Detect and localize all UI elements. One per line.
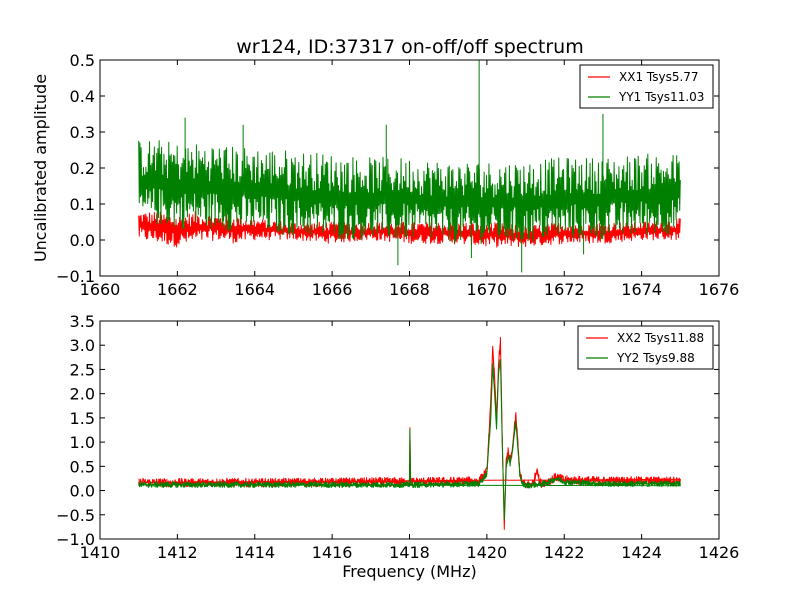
y-tick-label: 0.3 [70,123,95,142]
y-tick-label: 2.5 [70,360,95,379]
x-tick-label: 1424 [621,543,662,562]
y-tick-label: 3.0 [70,336,95,355]
y-tick-label: 1.5 [70,409,95,428]
y-tick-label: 0.0 [70,231,95,250]
x-tick-label: 1662 [157,280,198,299]
y-tick-label: 0.1 [70,195,95,214]
x-tick-label: 1420 [467,543,508,562]
series-line-2 [138,359,681,521]
y-tick-label: 2.0 [70,385,95,404]
y-tick-label: 0.5 [70,457,95,476]
legend-box [579,64,714,109]
y-axis-label: Uncalibrated amplitude [31,74,50,262]
y-tick-label: −0.1 [56,267,95,286]
x-tick-label: 1410 [80,543,121,562]
x-tick-label: 1666 [312,280,353,299]
x-tick-label: 1664 [234,280,275,299]
legend: XX2 Tsys11.88 YY2 Tsys9.88 [577,325,714,370]
legend-entry: YY2 Tsys9.88 [616,351,695,365]
x-tick-label: 1676 [699,280,740,299]
x-tick-label: 1422 [544,543,585,562]
x-tick-label: 1418 [389,543,430,562]
y-tick-label: 0.4 [70,87,95,106]
top-spectrum-panel: 1660 1662 1664 1666 1668 1670 1672 1674 1676 −0.1… [31,51,739,299]
plot-area [138,336,681,530]
x-tick-label: 1414 [234,543,275,562]
x-tick-label: 1412 [157,543,198,562]
y-tick-label: 3.5 [70,312,95,331]
series-line-2 [138,60,681,273]
x-tick-label: 1674 [621,280,662,299]
y-tick-label: 0.2 [70,159,95,178]
x-tick-label: 1416 [312,543,353,562]
x-tick-label: 1426 [699,543,740,562]
legend-box [577,325,714,370]
legend-entry: YY1 Tsys11.03 [618,90,704,104]
legend: XX1 Tsys5.77 YY1 Tsys11.03 [579,64,714,109]
legend-entry: XX2 Tsys11.88 [617,331,704,345]
x-tick-label: 1660 [80,280,121,299]
y-tick-label: −1.0 [56,530,95,549]
x-tick-label: 1670 [467,280,508,299]
legend-entry: XX1 Tsys5.77 [619,70,699,84]
y-tick-label: 1.0 [70,433,95,452]
x-tick-label: 1668 [389,280,430,299]
y-tick-label: 0.5 [70,51,95,70]
y-tick-label: 0.0 [70,482,95,501]
figure-title: wr124, ID:37317 on-off/off spectrum [236,36,583,58]
plot-area [138,60,681,273]
bottom-spectrum-panel: 1410 1412 1414 1416 1418 1420 1422 1424 1426 −1.0… [56,312,739,581]
y-tick-label: −0.5 [56,506,95,525]
x-axis-label: Frequency (MHz) [342,562,476,581]
x-tick-label: 1672 [544,280,585,299]
